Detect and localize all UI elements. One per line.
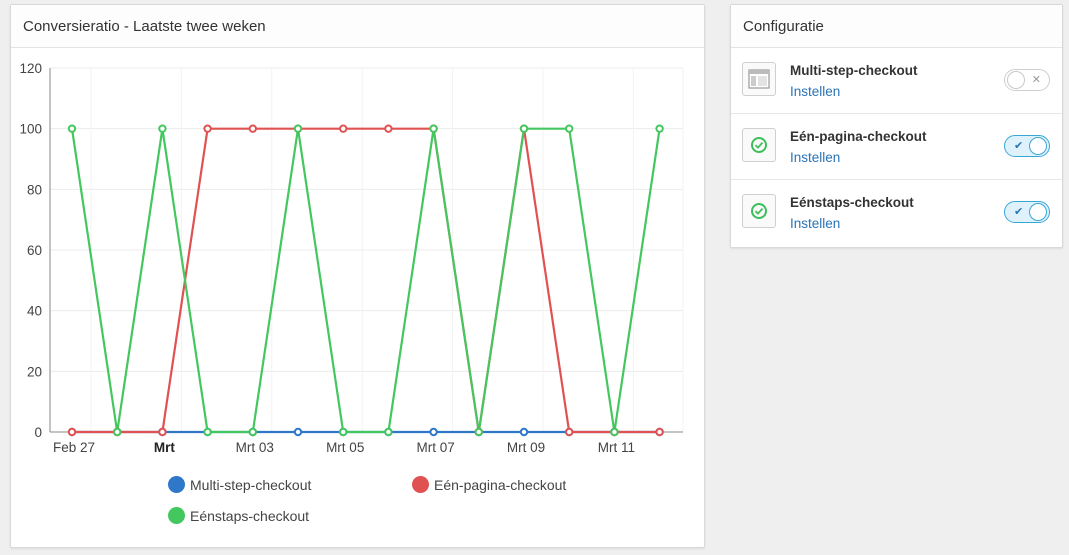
- y-tick-label: 120: [19, 61, 42, 76]
- toggle-knob: [1029, 203, 1047, 221]
- x-tick-label: Mrt 05: [326, 440, 364, 455]
- legend-item[interactable]: Eénstaps-checkout: [168, 507, 309, 524]
- data-point: [158, 124, 167, 133]
- instellen-link[interactable]: Instellen: [790, 216, 841, 231]
- data-point: [293, 124, 303, 133]
- data-point: [655, 124, 664, 133]
- data-point: [248, 124, 258, 133]
- x-tick-label: Mrt 11: [598, 440, 635, 455]
- toggle-knob: [1029, 137, 1047, 155]
- checkmark-icon: ✔: [1014, 206, 1024, 218]
- data-point: [203, 124, 212, 133]
- legend-item[interactable]: Eén-pagina-checkout: [412, 476, 566, 493]
- data-point: [474, 427, 483, 437]
- toggle-switch-off[interactable]: ✕: [1004, 69, 1050, 91]
- chart-panel-title: Conversieratio - Laatste twee weken: [23, 17, 266, 35]
- check-circle-icon: [742, 194, 776, 228]
- y-tick-label: 100: [19, 122, 42, 137]
- config-panel-header: Configuratie: [731, 5, 1062, 48]
- legend-dot-icon: [412, 476, 429, 493]
- data-point: [429, 124, 438, 133]
- data-point: [429, 427, 438, 437]
- y-tick-label: 0: [34, 425, 42, 440]
- x-tick-label: Mrt 03: [236, 440, 274, 455]
- config-row-multi-step: Multi-step-checkout Instellen ✕: [731, 48, 1062, 114]
- data-point: [565, 124, 574, 133]
- toggle-knob: [1007, 71, 1025, 89]
- toggle-switch-on[interactable]: ✔: [1004, 201, 1050, 223]
- data-point: [655, 427, 664, 437]
- x-tick-label: Feb 27: [53, 440, 95, 455]
- legend-label: Eénstaps-checkout: [190, 507, 310, 524]
- data-point: [113, 427, 122, 437]
- instellen-link[interactable]: Instellen: [790, 84, 841, 99]
- data-point: [519, 124, 529, 133]
- config-row-one-page: Eén-pagina-checkout Instellen ✔: [731, 114, 1062, 180]
- data-point: [67, 124, 77, 133]
- data-point: [384, 124, 393, 133]
- cross-icon: ✕: [1031, 74, 1041, 86]
- series-line: [70, 127, 661, 434]
- legend-label: Multi-step-checkout: [190, 476, 312, 493]
- x-tick-label: Mrt 07: [416, 440, 454, 455]
- data-point: [158, 427, 167, 437]
- config-item-title: Multi-step-checkout: [790, 63, 918, 78]
- checkmark-icon: ✔: [1014, 140, 1024, 152]
- legend-item[interactable]: Multi-step-checkout: [168, 476, 311, 493]
- data-point: [339, 124, 348, 133]
- data-point: [565, 427, 574, 437]
- data-point: [67, 427, 77, 437]
- config-item-title: Eénstaps-checkout: [790, 195, 914, 210]
- conversion-chart: 0 20 40 60 80 100 120 Feb 27 Mrt Mrt 03 Mrt 05 Mrt …: [19, 61, 684, 455]
- config-item-title: Eén-pagina-checkout: [790, 129, 927, 144]
- config-panel-title: Configuratie: [743, 17, 824, 35]
- y-tick-label: 80: [27, 182, 42, 197]
- data-point: [248, 427, 258, 437]
- series-line: [72, 127, 660, 434]
- x-tick-label: Mrt: [154, 440, 175, 455]
- x-tick-label: Mrt 09: [507, 440, 545, 455]
- legend-dot-icon: [168, 507, 185, 524]
- chart-panel-header: Conversieratio - Laatste twee weken: [11, 5, 704, 48]
- data-point: [610, 427, 619, 437]
- config-panel: Configuratie Multi-step-checkout Instell…: [730, 4, 1063, 248]
- data-point: [293, 427, 303, 437]
- instellen-link[interactable]: Instellen: [790, 150, 841, 165]
- legend-label: Eén-pagina-checkout: [434, 476, 567, 493]
- data-point: [203, 427, 212, 437]
- data-point: [339, 427, 348, 437]
- y-tick-label: 40: [27, 304, 42, 319]
- layout-icon: [742, 62, 776, 96]
- toggle-switch-on[interactable]: ✔: [1004, 135, 1050, 157]
- y-tick-label: 20: [27, 364, 42, 379]
- data-point: [384, 427, 393, 437]
- config-row-one-step: Eénstaps-checkout Instellen ✔: [731, 180, 1062, 246]
- y-tick-label: 60: [27, 243, 42, 258]
- check-circle-icon: [742, 128, 776, 162]
- chart-panel: Conversieratio - Laatste twee weken 0 20 4…: [10, 4, 705, 548]
- data-point: [519, 427, 529, 437]
- legend-dot-icon: [168, 476, 185, 493]
